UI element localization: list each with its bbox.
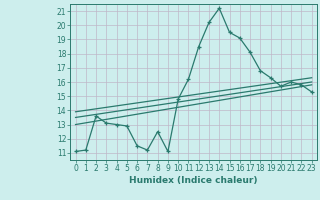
X-axis label: Humidex (Indice chaleur): Humidex (Indice chaleur) [129,176,258,185]
